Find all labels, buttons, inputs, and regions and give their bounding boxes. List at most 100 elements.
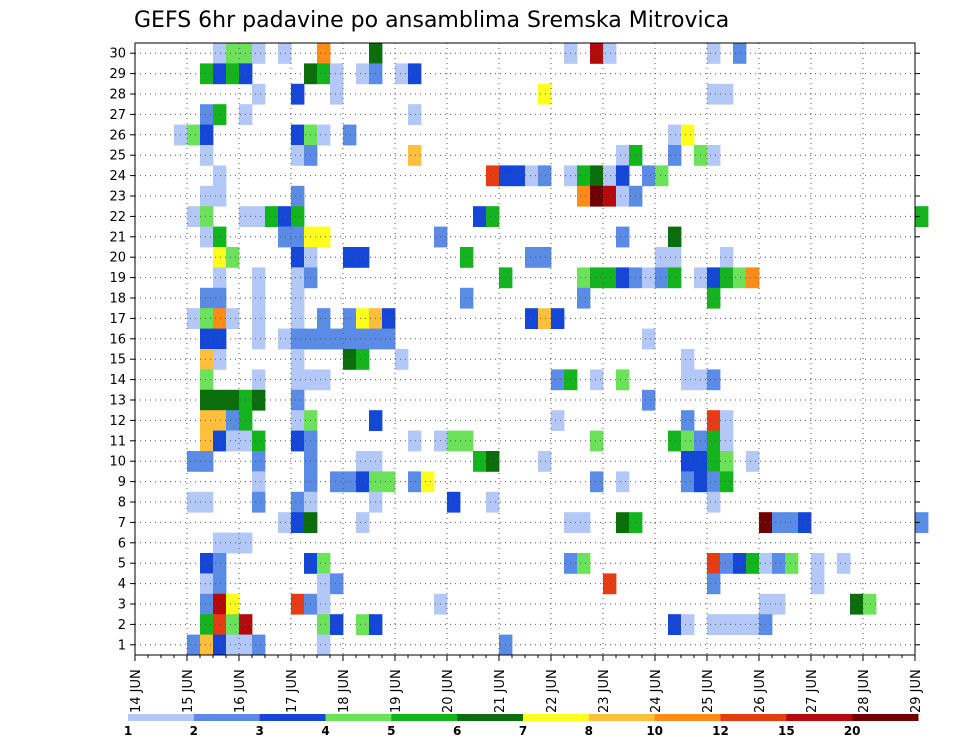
heatmap-cell (525, 247, 539, 268)
y-tick-label: 13 (109, 394, 126, 409)
heatmap-cell (447, 491, 461, 513)
heatmap-cell (668, 226, 682, 248)
heatmap-cell (460, 287, 474, 309)
heatmap-cell (226, 43, 240, 64)
heatmap-cell (291, 267, 305, 289)
colorbar-tick-label: 3 (255, 724, 263, 738)
heatmap-cell (772, 553, 786, 574)
colorbar-tick-label: 20 (844, 724, 861, 738)
heatmap-cell (603, 185, 617, 207)
heatmap-cell (291, 389, 305, 411)
heatmap-cell (577, 512, 591, 533)
heatmap-cell (356, 614, 370, 635)
heatmap-cell (317, 634, 331, 656)
heatmap-cell (668, 145, 682, 166)
y-tick-label: 19 (109, 271, 126, 286)
heatmap-cell (577, 287, 591, 309)
heatmap-cell (200, 573, 214, 595)
heatmap-cell (291, 328, 305, 350)
heatmap-cell (525, 308, 539, 329)
heatmap-cell (291, 308, 305, 329)
heatmap-cell (226, 308, 240, 329)
colorbar-tick-label: 12 (712, 724, 729, 738)
x-tick-label: 26 JUN (753, 669, 768, 713)
heatmap-cell (252, 491, 266, 513)
heatmap-cell (356, 247, 370, 268)
heatmap-cell (200, 63, 214, 85)
colorbar-swatch (523, 714, 590, 721)
heatmap-cell (707, 471, 721, 493)
heatmap-cell (616, 267, 630, 289)
heatmap-cell (291, 124, 305, 146)
heatmap-cell (356, 349, 370, 370)
heatmap-cell (213, 573, 227, 595)
heatmap-cell (603, 573, 617, 595)
heatmap-cell (343, 471, 357, 493)
y-tick-label: 8 (118, 496, 126, 511)
heatmap-cell (642, 328, 656, 350)
heatmap-cell (291, 83, 305, 105)
colorbar-tick-label: 4 (321, 724, 329, 738)
heatmap-cell (330, 573, 344, 595)
heatmap-cell (746, 614, 760, 635)
heatmap-cell (213, 593, 227, 615)
heatmap-cell (577, 267, 591, 289)
heatmap-cell (707, 614, 721, 635)
heatmap-cell (408, 104, 422, 125)
heatmap-cell (317, 369, 331, 391)
colorbar-swatch (588, 714, 656, 721)
heatmap-cell (278, 226, 292, 248)
heatmap-cell (460, 247, 474, 268)
heatmap-cell (551, 308, 565, 329)
y-tick-label: 18 (109, 292, 126, 307)
heatmap-cell (512, 165, 526, 187)
heatmap-cell (317, 573, 331, 595)
heatmap-cell (291, 593, 305, 615)
heatmap-cell (317, 124, 331, 146)
heatmap-cell (213, 267, 227, 289)
heatmap-cell (720, 83, 734, 105)
heatmap-cell (200, 226, 214, 248)
y-tick-label: 11 (109, 434, 126, 449)
heatmap-cell (707, 573, 721, 595)
heatmap-cell (343, 349, 357, 370)
x-tick-label: 23 JUN (597, 669, 612, 713)
y-tick-label: 1 (118, 638, 126, 653)
colorbar-tick-label: 7 (519, 724, 527, 738)
heatmap-cell (486, 491, 500, 513)
heatmap-cell (252, 389, 266, 411)
heatmap-cell (213, 553, 227, 574)
heatmap-cell (733, 267, 747, 289)
heatmap-cell (850, 593, 864, 615)
heatmap-cell (200, 206, 214, 227)
heatmap-cell (187, 308, 201, 329)
y-tick-label: 23 (109, 190, 126, 205)
colorbar-swatch (786, 714, 853, 721)
heatmap-cell (395, 63, 409, 85)
heatmap-cell (473, 206, 487, 227)
heatmap-cell (486, 206, 500, 227)
heatmap-cell (590, 369, 604, 391)
heatmap-cell (668, 124, 682, 146)
heatmap-cell (616, 145, 630, 166)
heatmap-cell (707, 430, 721, 452)
y-tick-label: 2 (118, 618, 126, 633)
heatmap-cell (213, 63, 227, 85)
heatmap-cell (655, 165, 669, 187)
colorbar-swatch (457, 714, 524, 721)
heatmap-cell (707, 410, 721, 431)
heatmap-cell (538, 451, 552, 472)
heatmap-cell (915, 206, 929, 227)
heatmap-cell (590, 185, 604, 207)
heatmap-cell (291, 410, 305, 431)
heatmap-cell (187, 451, 201, 472)
heatmap-cell (200, 124, 214, 146)
heatmap-cell (213, 349, 227, 370)
heatmap-cell (356, 328, 370, 350)
heatmap-cell (252, 328, 266, 350)
heatmap-cell (213, 226, 227, 248)
heatmap-cell (707, 287, 721, 309)
heatmap-cell (252, 471, 266, 493)
y-tick-label: 14 (109, 373, 126, 388)
